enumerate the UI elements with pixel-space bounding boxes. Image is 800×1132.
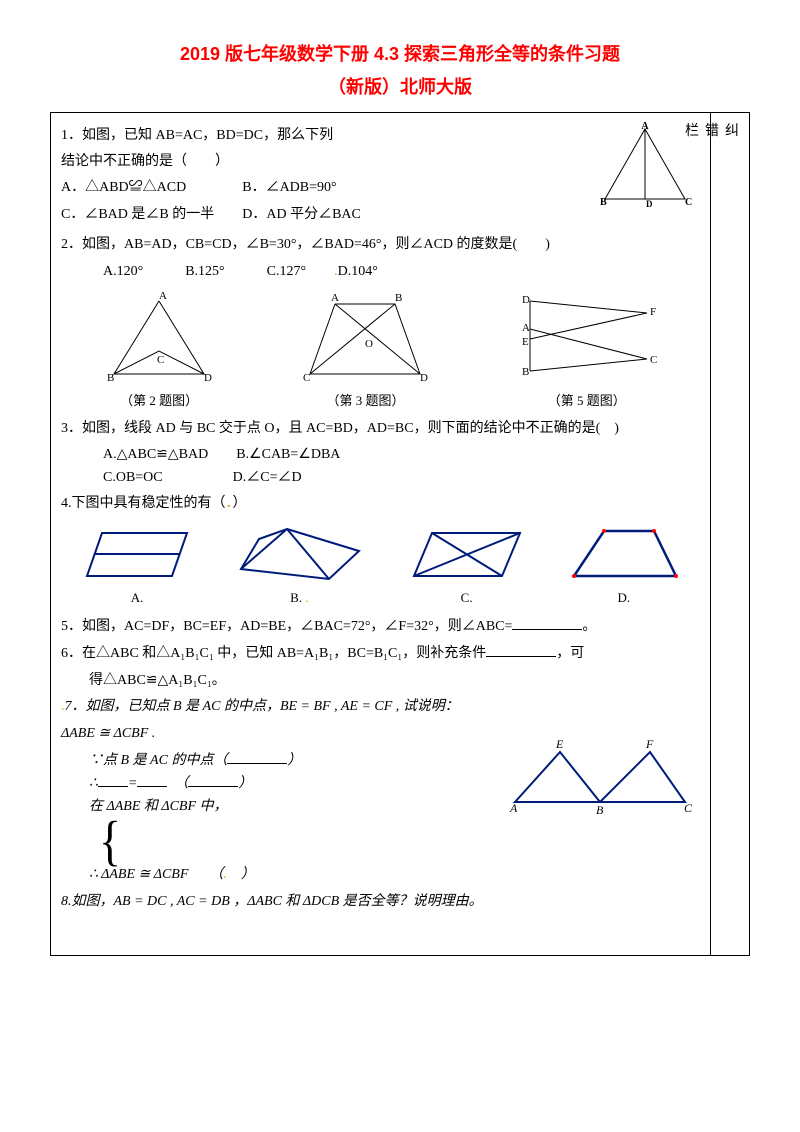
svg-text:C: C — [303, 372, 310, 384]
q4-opt-d: D. — [564, 588, 684, 609]
side-c3: 栏 — [685, 121, 705, 143]
q6-stem1: 6．在△ABC 和△A₁B₁C₁ 中，已知 AB=A₁B₁，BC=B₁C₁，则补… — [61, 646, 486, 661]
q3-stem: 3．如图，线段 AD 与 BC 交于点 O，且 AC=BD，AD=BC，则下面的… — [61, 418, 700, 440]
q6-stem3: 得△ABC≌△A₁B₁C₁。 — [61, 670, 700, 692]
q2-opt-d: D.104° — [338, 264, 378, 279]
q4-close: ） — [233, 496, 247, 511]
worksheet-frame: 1．如图，已知 AB=AC，BD=DC，那么下列 结论中不正确的是（ ） A．△… — [50, 112, 750, 956]
q7-p2: ∴ — [89, 776, 98, 791]
q7-s2: ΔABE ≅ ΔCBF . — [61, 723, 500, 745]
q7-p4end: ） — [241, 867, 255, 882]
svg-text:E: E — [522, 336, 529, 348]
svg-text:A: A — [509, 801, 518, 815]
q7-p2mid: （ — [167, 776, 188, 791]
correction-column: 纠 错 栏 — [711, 113, 749, 955]
q7-p1: ∵点 B 是 AC 的中点（ — [89, 753, 227, 768]
q3-caption: （第 3 题图） — [295, 391, 435, 412]
svg-text:D: D — [420, 372, 428, 384]
q2-opt-b: B.125° — [185, 264, 224, 279]
q6-stem2: ，可 — [556, 646, 584, 661]
q5-caption: （第 5 题图） — [512, 391, 662, 412]
svg-text:F: F — [645, 737, 654, 751]
q5-stem: 5．如图，AC=DF，BC=EF，AD=BE，∠BAC=72°，∠F=32°，则… — [61, 619, 512, 634]
svg-text:B: B — [600, 197, 607, 208]
q7-blank-2a[interactable] — [98, 772, 128, 787]
q1-opt-d: D．AD 平分∠BAC — [242, 207, 361, 222]
q3-opt-d: D.∠C=∠D — [233, 470, 302, 485]
q2-figure: A B C D （第 2 题图） — [99, 289, 219, 412]
q4-opt-c: C. — [402, 588, 532, 609]
q7-p2end: ） — [238, 776, 252, 791]
q2-opt-c: C.127° — [267, 264, 306, 279]
q4-opt-a: A. — [77, 588, 197, 609]
q2-caption: （第 2 题图） — [99, 391, 219, 412]
q4-opt-b: B. — [290, 590, 302, 605]
q7-p3: 在 ΔABE 和 ΔCBF 中， — [61, 796, 500, 818]
svg-text:B: B — [522, 366, 529, 378]
svg-text:B: B — [107, 372, 114, 384]
brace-icon: { — [99, 814, 121, 869]
q3-figure: A B C D O （第 3 题图） — [295, 289, 435, 412]
q1-stem-1: 1．如图，已知 AB=AC，BD=DC，那么下列 — [61, 125, 590, 147]
svg-text:E: E — [555, 737, 564, 751]
svg-text:C: C — [157, 354, 164, 366]
q1-opt-a: A．△ABD≌△ACD — [61, 180, 186, 195]
svg-text:C: C — [684, 801, 693, 815]
q7-p1end: ） — [287, 753, 301, 768]
q7-figure: A E B F C — [500, 692, 700, 822]
q1-opt-c: C．∠BAD 是∠B 的一半 — [61, 207, 214, 222]
svg-text:A: A — [522, 322, 530, 334]
q5-figure: D A E B F C （第 5 题图） — [512, 289, 662, 412]
q4-dot: ． — [226, 496, 233, 511]
q3-opt-c: C.OB=OC — [103, 470, 163, 485]
svg-text:B: B — [596, 803, 604, 817]
page-subtitle: （新版）北师大版 — [50, 73, 750, 102]
side-c2: 错 — [705, 121, 725, 143]
q4-stem: 4.下图中具有稳定性的有（ — [61, 496, 226, 511]
svg-text:D: D — [646, 199, 653, 209]
q2-stem: 2．如图，AB=AD，CB=CD，∠B=30°，∠BAD=46°，则∠ACD 的… — [61, 234, 700, 256]
svg-text:C: C — [650, 354, 657, 366]
q6-blank[interactable] — [486, 642, 556, 657]
q1-stem-2: 结论中不正确的是（ ） — [61, 151, 590, 173]
svg-text:F: F — [650, 306, 656, 318]
side-c1: 纠 — [725, 121, 745, 143]
svg-text:O: O — [365, 338, 373, 350]
q7-blank-1[interactable] — [227, 749, 287, 764]
q7-blank-2c[interactable] — [188, 772, 238, 787]
svg-text:B: B — [395, 292, 402, 304]
q5-blank[interactable] — [512, 615, 582, 630]
q7-s1: 7．如图，已知点 B 是 AC 的中点，BE = BF , AE = CF , … — [65, 699, 459, 714]
q2-opt-a: A.120° — [103, 264, 143, 279]
q3-opt-b: B.∠CAB=∠DBA — [236, 447, 340, 462]
q7-p2eq: = — [128, 776, 137, 791]
q5-end: 。 — [582, 619, 596, 634]
svg-text:A: A — [331, 292, 339, 304]
page-title: 2019 版七年级数学下册 4.3 探索三角形全等的条件习题 — [50, 40, 750, 69]
svg-text:A: A — [641, 121, 649, 132]
q4-figures: A. B. . C. D. — [61, 521, 700, 609]
q1-opt-b: B．∠ADB=90° — [242, 180, 336, 195]
svg-text:D: D — [522, 294, 530, 306]
svg-text:A: A — [159, 290, 167, 302]
q3-opt-a: A.△ABC≌△BAD — [103, 447, 208, 462]
q7-blank-2b[interactable] — [137, 772, 167, 787]
content-column: 1．如图，已知 AB=AC，BD=DC，那么下列 结论中不正确的是（ ） A．△… — [51, 113, 711, 955]
svg-text:C: C — [685, 197, 692, 208]
q8-stem: 8.如图，AB = DC , AC = DB ，ΔABC 和 ΔDCB 是否全等… — [61, 891, 700, 913]
q1-figure: A B C D — [590, 121, 700, 211]
svg-text:D: D — [204, 372, 212, 384]
